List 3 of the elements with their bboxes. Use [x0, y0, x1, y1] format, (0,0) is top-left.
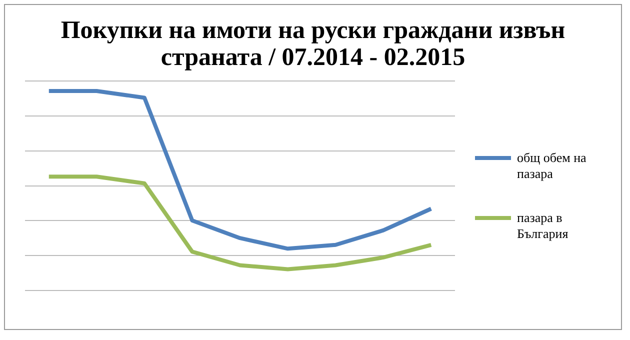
legend-label: пазара в България — [517, 210, 570, 242]
chart-title: Покупки на имоти на руски граждани извън страната / 07.2014 - 02.2015 — [60, 17, 566, 71]
legend-label: общ обем на пазара — [517, 150, 588, 182]
